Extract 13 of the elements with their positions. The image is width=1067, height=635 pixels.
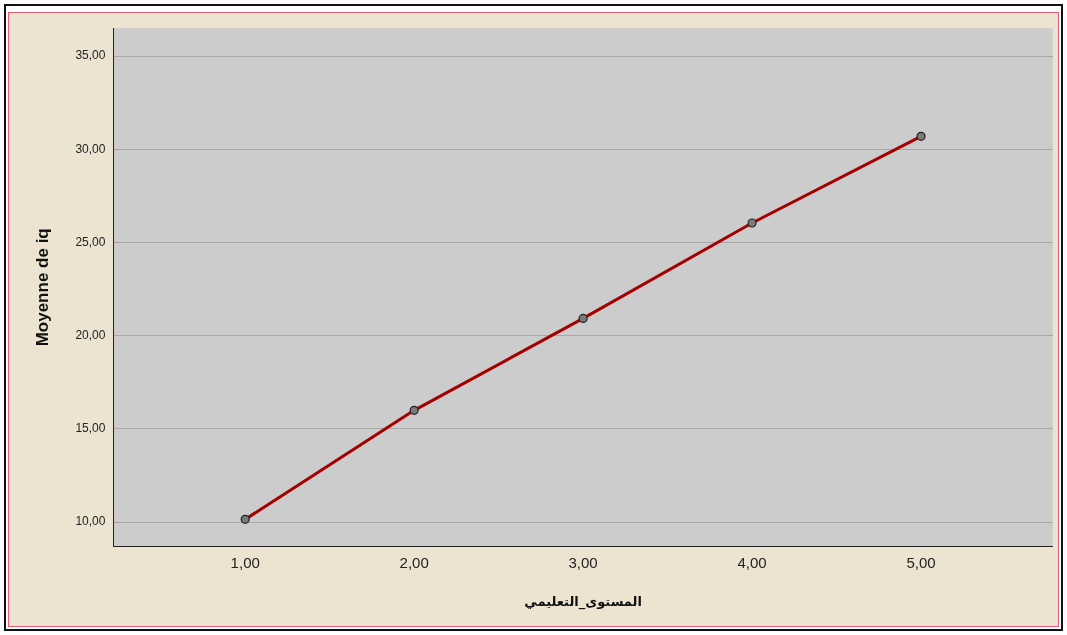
x-tick-label: 3,00 — [568, 553, 598, 571]
x-tick-label: 4,00 — [737, 553, 767, 571]
x-axis-title: المستوى_التعليمي — [524, 593, 642, 610]
y-tick-label: 35,00 — [75, 48, 106, 63]
y-tick-label: 30,00 — [75, 141, 106, 156]
y-tick-label: 20,00 — [75, 328, 106, 343]
x-tick-label: 5,00 — [906, 553, 936, 571]
y-tick-label: 15,00 — [75, 421, 106, 436]
y-axis-title: Moyenne de iq — [32, 228, 52, 347]
y-tick-label: 25,00 — [75, 234, 106, 249]
x-tick-label: 2,00 — [399, 553, 429, 571]
y-tick-label: 10,00 — [75, 514, 106, 529]
x-tick-label: 1,00 — [230, 553, 260, 571]
